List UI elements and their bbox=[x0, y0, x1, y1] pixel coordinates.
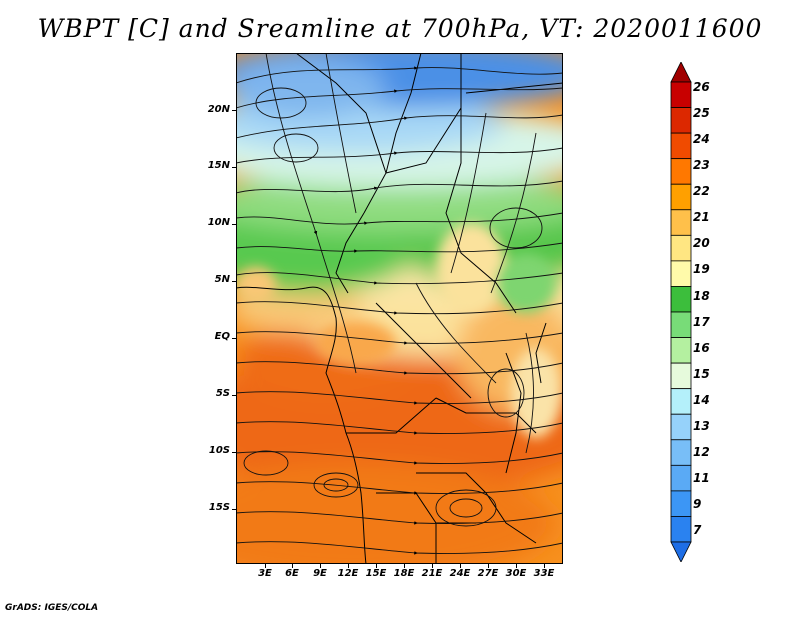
lon-tick bbox=[460, 564, 461, 568]
lat-tick bbox=[232, 281, 236, 282]
colorbar-label: 21 bbox=[693, 210, 710, 224]
colorbar-label: 12 bbox=[693, 445, 710, 459]
lat-tick bbox=[232, 452, 236, 453]
colorbar-label: 22 bbox=[693, 184, 710, 198]
lon-tick bbox=[265, 564, 266, 568]
colorbar-swatch bbox=[670, 311, 692, 338]
lon-tick bbox=[432, 564, 433, 568]
lat-label: 10S bbox=[208, 445, 230, 456]
footer-credit: GrADS: IGES/COLA bbox=[5, 603, 99, 613]
lon-label: 27E bbox=[477, 568, 499, 579]
colorbar-label: 19 bbox=[693, 262, 710, 276]
colorbar-swatch bbox=[670, 337, 692, 364]
colorbar-swatch bbox=[670, 490, 692, 517]
colorbar-label: 20 bbox=[693, 236, 710, 250]
lon-tick bbox=[488, 564, 489, 568]
lon-label: 15E bbox=[365, 568, 387, 579]
map-frame bbox=[236, 53, 563, 564]
lon-label: 12E bbox=[337, 568, 359, 579]
colorbar-swatch bbox=[670, 107, 692, 134]
colorbar-label: 15 bbox=[693, 367, 710, 381]
colorbar-swatch bbox=[670, 439, 692, 466]
colorbar-label: 11 bbox=[693, 471, 710, 485]
lon-label: 18E bbox=[393, 568, 415, 579]
colorbar-swatch bbox=[670, 158, 692, 185]
lat-tick bbox=[232, 509, 236, 510]
lat-tick bbox=[232, 167, 236, 168]
colorbar bbox=[670, 62, 692, 562]
colorbar-swatch bbox=[670, 81, 692, 108]
colorbar-label: 24 bbox=[693, 132, 710, 146]
colorbar-swatch bbox=[670, 209, 692, 236]
colorbar-label: 7 bbox=[693, 523, 702, 537]
lon-tick bbox=[544, 564, 545, 568]
colorbar-swatch bbox=[670, 413, 692, 441]
colorbar-swatch bbox=[670, 362, 692, 390]
colorbar-swatch bbox=[670, 541, 692, 562]
colorbar-label: 23 bbox=[693, 158, 710, 172]
lat-tick bbox=[232, 224, 236, 225]
colorbar-label: 14 bbox=[693, 393, 710, 407]
lat-label: 15N bbox=[207, 160, 230, 171]
colorbar-swatch bbox=[670, 132, 692, 160]
coastlines-borders bbox=[236, 53, 563, 564]
lon-label: 24E bbox=[449, 568, 471, 579]
lon-tick bbox=[348, 564, 349, 568]
lon-label: 21E bbox=[421, 568, 443, 579]
colorbar-label: 25 bbox=[693, 106, 710, 120]
lon-label: 9E bbox=[313, 568, 327, 579]
lat-label: 15S bbox=[208, 502, 230, 513]
lat-label: 10N bbox=[207, 217, 230, 228]
colorbar-swatch bbox=[670, 388, 692, 415]
streamlines bbox=[236, 53, 563, 555]
lon-tick bbox=[320, 564, 321, 568]
colorbar-swatch bbox=[670, 464, 692, 492]
lon-label: 33E bbox=[533, 568, 555, 579]
wbpt-field bbox=[236, 53, 563, 564]
lat-label: 20N bbox=[207, 104, 230, 115]
colorbar-label: 17 bbox=[693, 315, 710, 329]
colorbar-label: 13 bbox=[693, 419, 710, 433]
colorbar-swatch bbox=[670, 183, 692, 211]
chart-title: WBPT [C] and Sreamline at 700hPa, VT: 20… bbox=[37, 14, 763, 43]
lon-tick bbox=[292, 564, 293, 568]
colorbar-swatch bbox=[670, 234, 692, 262]
colorbar-swatch bbox=[670, 62, 692, 83]
lat-tick bbox=[232, 338, 236, 339]
colorbar-swatch bbox=[670, 516, 692, 543]
colorbar-label: 9 bbox=[693, 497, 702, 511]
lon-tick bbox=[404, 564, 405, 568]
colorbar-label: 26 bbox=[693, 80, 710, 94]
lat-tick bbox=[232, 395, 236, 396]
lon-tick bbox=[376, 564, 377, 568]
colorbar-swatch bbox=[670, 260, 692, 287]
lon-label: 3E bbox=[258, 568, 272, 579]
colorbar-label: 18 bbox=[693, 289, 710, 303]
lon-label: 30E bbox=[505, 568, 527, 579]
lat-label: 5N bbox=[214, 274, 230, 285]
colorbar-swatch bbox=[670, 286, 692, 313]
map-panel bbox=[236, 53, 563, 564]
lat-label: 5S bbox=[215, 388, 230, 399]
vortices bbox=[243, 87, 543, 527]
lat-label: EQ bbox=[214, 331, 230, 342]
colorbar-label: 16 bbox=[693, 341, 710, 355]
lon-tick bbox=[516, 564, 517, 568]
lon-label: 6E bbox=[285, 568, 299, 579]
lat-tick bbox=[232, 110, 236, 111]
